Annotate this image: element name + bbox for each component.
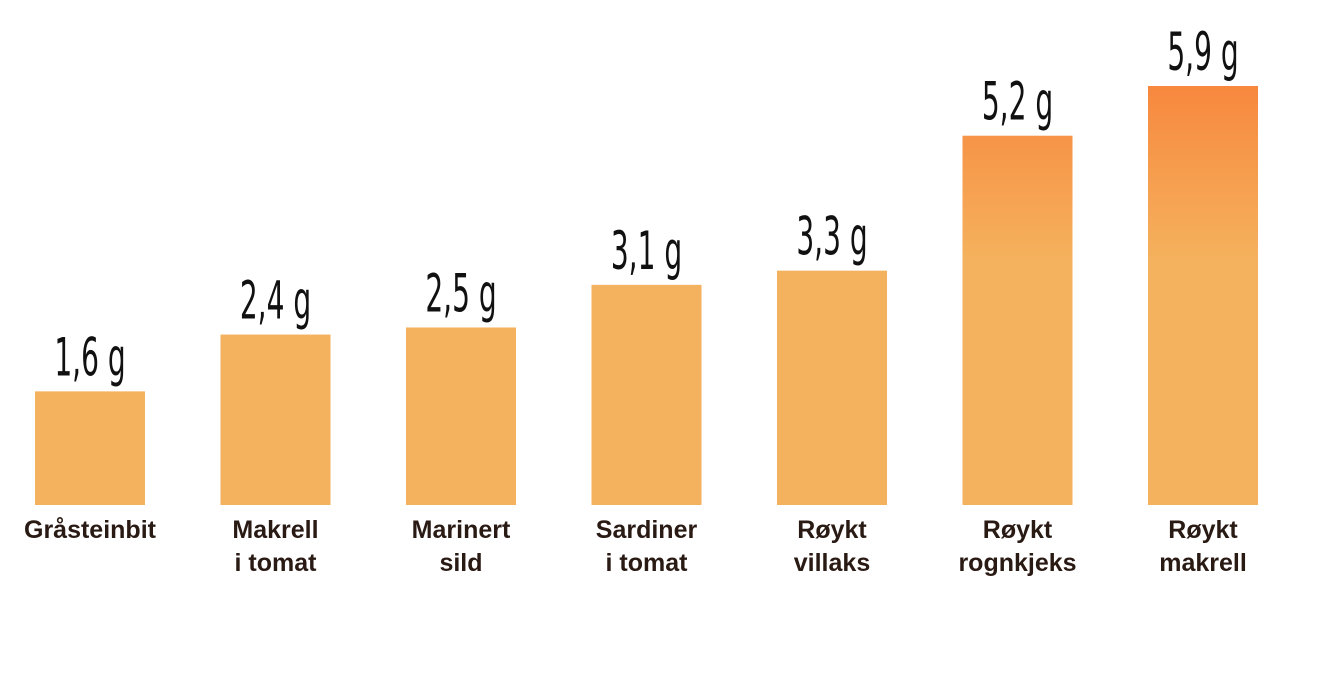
bar <box>777 270 887 505</box>
category-label-line: Gråsteinbit <box>24 516 157 544</box>
category-label-line: i tomat <box>235 549 318 577</box>
category-label-line: Makrell <box>232 516 318 544</box>
value-labels-layer: 1,6 g 2,4 g 2,5 g 3,1 g 3,3 g 5,2 g 5,9 g <box>54 23 1238 389</box>
category-label: Gråsteinbit <box>24 516 157 544</box>
category-labels-layer: Gråsteinbit Makrell i tomat Marinert sild Sar… <box>24 516 1247 577</box>
bars-layer <box>35 86 1258 506</box>
category-label-line: sild <box>439 549 482 577</box>
bar-value-label: 2,4 g <box>240 271 311 332</box>
category-label: Marinert sild <box>412 516 511 577</box>
category-label-line: rognkjeks <box>958 549 1076 577</box>
category-label-line: Sardiner <box>596 516 698 544</box>
bar <box>35 391 145 505</box>
category-label-line: Røykt <box>797 516 867 544</box>
category-label: Røykt makrell <box>1159 516 1247 577</box>
bar <box>962 135 1073 506</box>
bar <box>591 284 702 505</box>
bar-value-label: 1,6 g <box>54 328 125 389</box>
category-label-line: i tomat <box>606 549 689 577</box>
bar-value-label: 2,5 g <box>425 264 496 325</box>
category-label: Røykt rognkjeks <box>958 516 1076 577</box>
bar-value-label: 5,2 g <box>982 72 1053 133</box>
category-label-line: Røykt <box>1168 516 1238 544</box>
category-label-line: villaks <box>794 549 870 577</box>
bar-value-label: 3,3 g <box>796 207 867 268</box>
category-label: Røykt villaks <box>794 516 870 577</box>
category-label: Sardiner i tomat <box>596 516 698 577</box>
bar-value-label: 3,1 g <box>611 221 682 282</box>
category-label-line: Røykt <box>983 516 1053 544</box>
category-label-line: Marinert <box>412 516 511 544</box>
category-label-line: makrell <box>1159 549 1247 577</box>
bar <box>220 334 331 505</box>
category-label: Makrell i tomat <box>232 516 318 577</box>
bar-value-label: 5,9 g <box>1167 23 1238 84</box>
bar <box>406 327 516 505</box>
bar <box>1148 86 1258 505</box>
